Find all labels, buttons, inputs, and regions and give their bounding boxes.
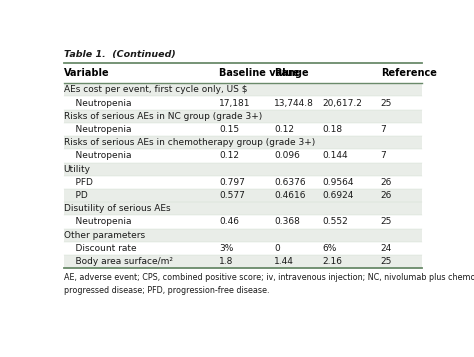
Bar bbox=[64, 110, 422, 123]
Bar bbox=[64, 242, 422, 255]
Bar bbox=[64, 123, 422, 136]
Bar bbox=[64, 255, 422, 268]
Text: 0.797: 0.797 bbox=[219, 178, 245, 187]
Bar bbox=[64, 162, 422, 176]
Bar bbox=[64, 176, 422, 189]
Text: Range: Range bbox=[274, 68, 309, 78]
Text: 26: 26 bbox=[381, 191, 392, 200]
Text: Table 1.  (Continued): Table 1. (Continued) bbox=[64, 50, 175, 59]
Text: AEs cost per event, first cycle only, US $: AEs cost per event, first cycle only, US… bbox=[64, 85, 247, 94]
Text: 6%: 6% bbox=[322, 244, 336, 253]
Bar bbox=[64, 149, 422, 162]
Bar bbox=[64, 228, 422, 242]
Text: 1.44: 1.44 bbox=[274, 257, 294, 266]
Text: Disutility of serious AEs: Disutility of serious AEs bbox=[64, 204, 170, 213]
Bar bbox=[64, 189, 422, 202]
Text: 1.8: 1.8 bbox=[219, 257, 233, 266]
Bar bbox=[64, 83, 422, 96]
Text: Variable: Variable bbox=[64, 68, 109, 78]
Text: 20,617.2: 20,617.2 bbox=[322, 99, 362, 107]
Text: Discount rate: Discount rate bbox=[64, 244, 137, 253]
Bar bbox=[64, 136, 422, 149]
Text: 25: 25 bbox=[381, 257, 392, 266]
Text: Neutropenia: Neutropenia bbox=[64, 99, 131, 107]
Text: 0.6924: 0.6924 bbox=[322, 191, 353, 200]
Text: 13,744.8: 13,744.8 bbox=[274, 99, 314, 107]
Text: PFD: PFD bbox=[64, 178, 92, 187]
Bar bbox=[64, 96, 422, 110]
Text: 17,181: 17,181 bbox=[219, 99, 251, 107]
Text: PD: PD bbox=[64, 191, 87, 200]
Text: Neutropenia: Neutropenia bbox=[64, 125, 131, 134]
Text: Neutropenia: Neutropenia bbox=[64, 151, 131, 160]
Text: AE, adverse event; CPS, combined positive score; iv, intravenous injection; NC, : AE, adverse event; CPS, combined positiv… bbox=[64, 273, 474, 295]
Text: 0.12: 0.12 bbox=[274, 125, 294, 134]
Text: 24: 24 bbox=[381, 244, 392, 253]
Text: 25: 25 bbox=[381, 99, 392, 107]
Text: 7: 7 bbox=[381, 151, 386, 160]
Text: Body area surface/m²: Body area surface/m² bbox=[64, 257, 173, 266]
Text: 7: 7 bbox=[381, 125, 386, 134]
Text: Neutropenia: Neutropenia bbox=[64, 217, 131, 226]
Text: 0.46: 0.46 bbox=[219, 217, 239, 226]
Bar bbox=[64, 215, 422, 228]
Text: 0.15: 0.15 bbox=[219, 125, 239, 134]
Bar bbox=[64, 202, 422, 215]
Text: Baseline value: Baseline value bbox=[219, 68, 299, 78]
Text: 0.9564: 0.9564 bbox=[322, 178, 354, 187]
Text: 0.368: 0.368 bbox=[274, 217, 300, 226]
Text: Risks of serious AEs in NC group (grade 3+): Risks of serious AEs in NC group (grade … bbox=[64, 112, 262, 121]
Text: 0.12: 0.12 bbox=[219, 151, 239, 160]
Text: Risks of serious AEs in chemotherapy group (grade 3+): Risks of serious AEs in chemotherapy gro… bbox=[64, 138, 315, 147]
Text: 25: 25 bbox=[381, 217, 392, 226]
Text: 2.16: 2.16 bbox=[322, 257, 342, 266]
Text: Reference: Reference bbox=[381, 68, 437, 78]
Text: 0: 0 bbox=[274, 244, 280, 253]
Text: 0.577: 0.577 bbox=[219, 191, 245, 200]
Text: 0.096: 0.096 bbox=[274, 151, 300, 160]
Text: Utility: Utility bbox=[64, 165, 91, 174]
Text: Other parameters: Other parameters bbox=[64, 231, 145, 240]
Text: 26: 26 bbox=[381, 178, 392, 187]
Text: 0.6376: 0.6376 bbox=[274, 178, 306, 187]
Text: 0.18: 0.18 bbox=[322, 125, 342, 134]
Text: 0.144: 0.144 bbox=[322, 151, 347, 160]
Text: 0.4616: 0.4616 bbox=[274, 191, 306, 200]
Text: 0.552: 0.552 bbox=[322, 217, 347, 226]
Bar bbox=[64, 64, 422, 83]
Text: 3%: 3% bbox=[219, 244, 233, 253]
